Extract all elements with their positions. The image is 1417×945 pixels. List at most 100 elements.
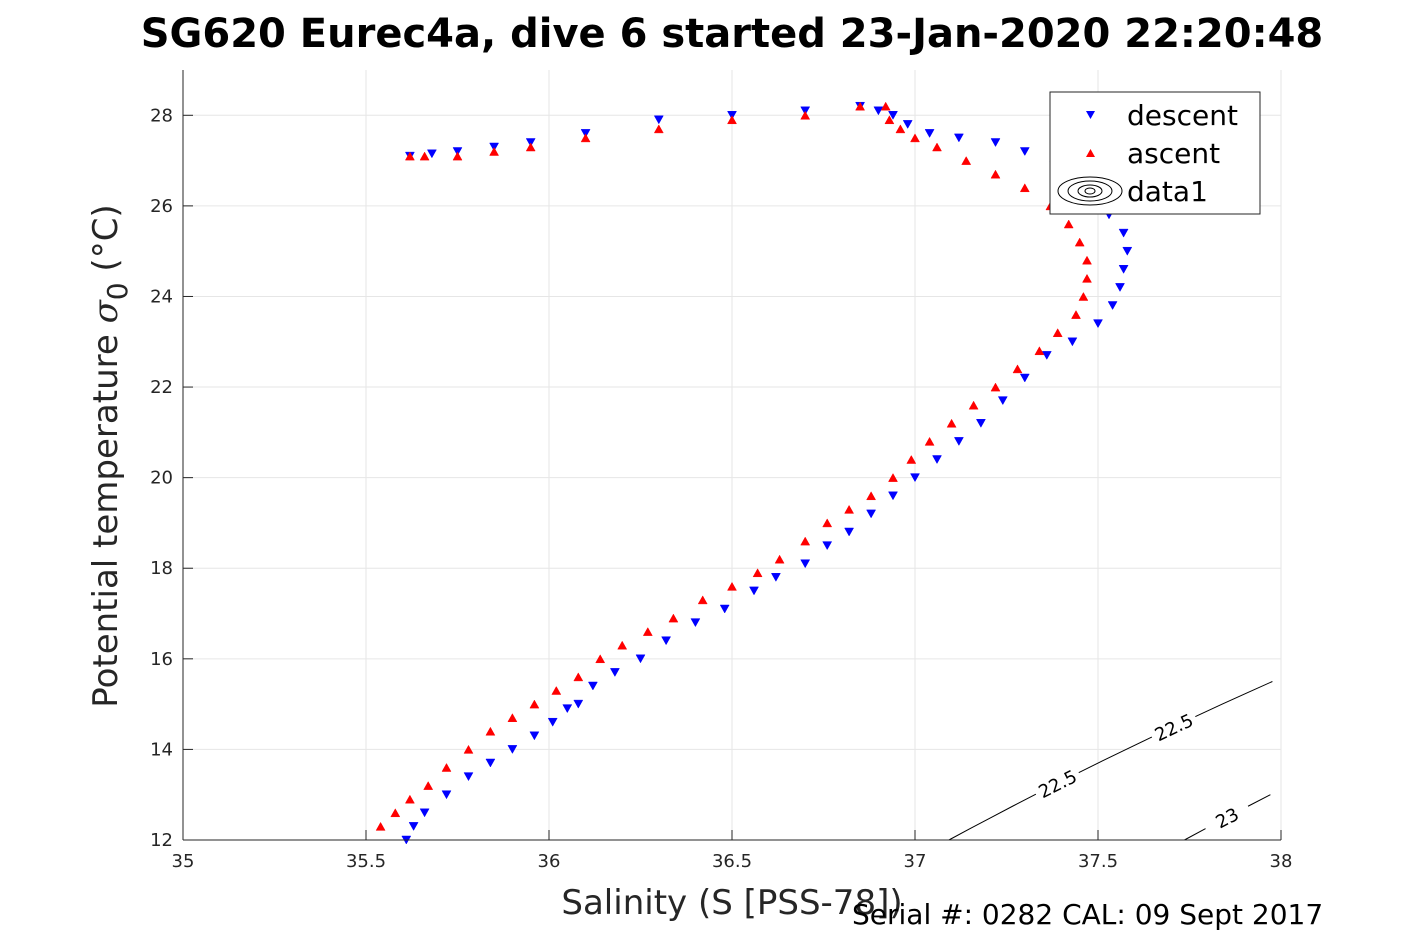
y-tick-label-16: 16 [150,649,173,670]
legend-contour-ring [1057,176,1123,206]
ascent-point-19 [800,536,811,546]
ascent-point-55 [419,151,430,161]
ascent-point-12 [617,640,628,650]
ascent-point-32 [1071,310,1081,319]
ascent-point-24 [906,454,917,464]
descent-point-33 [1107,301,1118,311]
ascent-point-2 [404,794,415,804]
descent-point-18 [770,573,781,582]
descent-point-37 [1118,228,1129,238]
descent-point-46 [902,120,913,129]
x-axis-label: Salinity (S [PSS-78]) [561,883,902,923]
y-axis-label-subscript: 0 [101,282,134,300]
ascent-point-47 [855,101,866,111]
descent-point-34 [1115,283,1125,292]
descent-point-5 [485,758,496,768]
ascent-point-26 [946,418,957,428]
descent-point-15 [690,618,701,628]
descent-point-6 [507,745,518,754]
isopycnal-label-bg [1200,796,1254,839]
legend-contour-ring [1084,187,1096,195]
chart-title: SG620 Eurec4a, dive 6 started 23-Jan-202… [141,11,1324,57]
descent-point-16 [719,604,730,614]
legend: descent ascent data1 [1049,91,1261,215]
descent-point-12 [609,668,620,677]
x-tick-label-37.5: 37.5 [1078,851,1118,872]
descent-point-11 [587,681,598,691]
ascent-point-7 [507,713,518,722]
descent-point-21 [844,527,855,537]
descent-point-8 [547,717,558,727]
ascent-point-5 [463,744,474,754]
y-tick-label-14: 14 [150,739,173,760]
ascent-point-17 [752,568,763,578]
ascent-point-50 [653,124,664,134]
legend-label-descent: descent [1127,99,1238,132]
isopycnal-label-bg [1030,762,1084,805]
ascent-point-46 [880,101,891,111]
serial-calibration-note: Serial #: 0282 CAL: 09 Sept 2017 [852,898,1324,931]
ascent-point-1 [390,808,401,818]
descent-point-43 [990,138,1001,148]
ascent-point-14 [668,613,679,623]
ascent-point-52 [525,142,536,152]
legend-contour-icon [1057,176,1123,206]
ascent-point-51 [580,133,591,143]
ascent-point-29 [1012,364,1023,374]
ascent-point-22 [866,491,877,501]
descent-point-56 [452,147,463,157]
ascent-point-8 [529,699,540,709]
axes: 35 35.5 36 36.5 37 37.5 38 12 14 16 18 20 22 24 26 28 [150,70,1292,872]
descent-point-26 [953,437,964,446]
descent-point-4 [463,772,474,782]
y-tick-label-22: 22 [150,377,173,398]
x-tick-label-37: 37 [904,851,927,872]
legend-box [1049,91,1261,215]
x-tick-label-36: 36 [538,851,561,872]
ascent-point-23 [888,473,898,482]
ascent-point-25 [924,436,935,446]
ascent-point-45 [884,115,895,125]
ascent-point-0 [375,821,386,831]
descent-point-31 [1067,337,1078,347]
descent-point-19 [800,559,811,569]
ascent-point-3 [423,781,434,790]
ascent-point-13 [642,627,653,636]
descent-point-36 [1122,246,1133,256]
y-tick-label-20: 20 [150,468,173,489]
descent-point-52 [653,115,664,125]
descent-point-57 [426,149,437,159]
ascent-point-30 [1034,346,1045,356]
ascent-point-33 [1078,291,1089,301]
descent-point-28 [997,396,1008,406]
ascent-point-39 [1019,183,1030,193]
ascent-point-4 [441,762,452,772]
ascent-point-40 [990,169,1001,179]
y-axis-label-prefix: Potential temperature [86,323,126,707]
ascent-point-9 [551,685,562,695]
ascent-point-36 [1074,237,1085,247]
descent-point-13 [635,654,646,664]
x-tick-label-35.5: 35.5 [346,851,386,872]
descent-point-22 [866,509,877,519]
descent-point-42 [1019,147,1030,157]
ascent-point-11 [595,654,606,664]
descent-point-2 [419,808,430,818]
ascent-point-6 [485,726,496,736]
descent-point-24 [910,473,920,483]
ascent-point-42 [932,142,942,152]
ascent-point-43 [910,133,920,143]
ascent-series [375,101,1092,831]
descent-point-23 [888,491,898,501]
legend-label-data1: data1 [1127,175,1208,208]
ascent-point-31 [1052,328,1063,337]
y-axis-label-suffix: (°C) [86,204,126,282]
y-tick-label-18: 18 [150,558,173,579]
ascent-point-49 [727,115,737,125]
y-axis-label: Potential temperature σ0 (°C) [86,204,134,707]
y-tick-label-12: 12 [150,830,173,851]
ascent-point-28 [990,382,1001,392]
descent-point-48 [873,106,884,116]
descent-point-3 [441,790,452,800]
ascent-point-34 [1082,273,1092,283]
